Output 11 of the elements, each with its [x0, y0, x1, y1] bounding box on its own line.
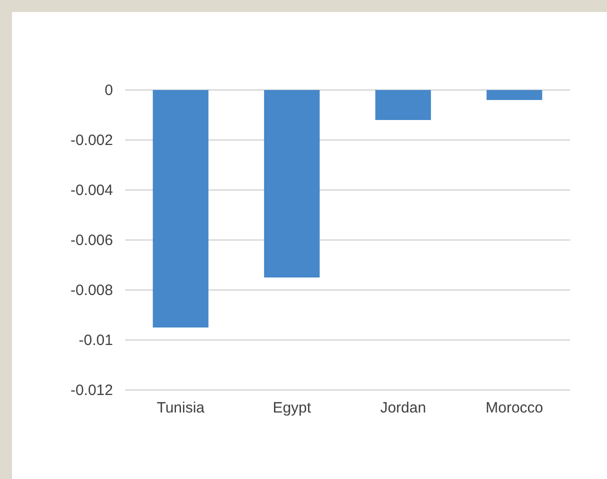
x-tick-label: Tunisia [156, 400, 206, 417]
x-tick-label: Jordan [380, 400, 426, 417]
y-tick-label: -0.01 [78, 332, 113, 349]
x-tick-label: Egypt [272, 400, 312, 417]
y-tick-label: -0.006 [70, 232, 113, 249]
y-tick-label: 0 [104, 82, 113, 99]
y-tick-label: -0.002 [70, 132, 113, 149]
y-tick-label: -0.008 [70, 282, 113, 299]
y-tick-label: -0.004 [70, 182, 113, 199]
x-tick-label: Morocco [486, 400, 544, 417]
y-tick-label: -0.012 [70, 382, 113, 399]
